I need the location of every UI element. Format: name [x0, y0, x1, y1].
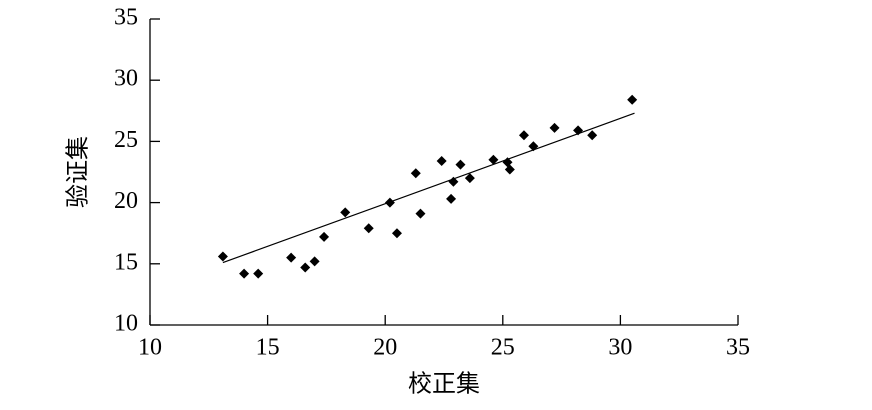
point — [363, 223, 374, 234]
point — [573, 125, 584, 136]
point — [286, 252, 297, 263]
point — [410, 168, 421, 179]
x-tick-label: 20 — [373, 335, 397, 361]
point — [502, 157, 513, 168]
y-tick-label: 35 — [114, 5, 138, 31]
point — [627, 94, 638, 105]
point — [464, 173, 475, 184]
y-axis-label: 验证集 — [65, 136, 92, 208]
point — [504, 164, 515, 175]
point — [488, 154, 499, 165]
point — [300, 262, 311, 273]
y-tick-label: 15 — [114, 249, 138, 275]
point — [319, 231, 330, 242]
point — [446, 193, 457, 204]
point — [455, 159, 466, 170]
point — [217, 251, 228, 262]
point — [415, 208, 426, 219]
point — [518, 130, 529, 141]
y-tick-label: 25 — [114, 127, 138, 153]
x-tick-label: 30 — [608, 335, 632, 361]
point — [253, 268, 264, 279]
x-tick-label: 10 — [138, 335, 162, 361]
point — [384, 197, 395, 208]
y-tick-label: 30 — [114, 66, 138, 92]
x-tick-label: 25 — [491, 335, 515, 361]
point — [528, 141, 539, 152]
x-axis-label: 校正集 — [408, 371, 480, 398]
x-tick-label: 35 — [726, 335, 750, 361]
point — [448, 176, 459, 187]
y-tick-label: 20 — [114, 188, 138, 214]
point — [587, 130, 598, 141]
point — [340, 207, 351, 218]
point — [549, 122, 560, 133]
point — [391, 228, 402, 239]
x-tick-label: 15 — [256, 335, 280, 361]
point — [309, 256, 320, 267]
point — [436, 155, 447, 166]
point — [239, 268, 250, 279]
y-tick-label: 10 — [114, 311, 138, 337]
trend-line — [222, 112, 635, 264]
